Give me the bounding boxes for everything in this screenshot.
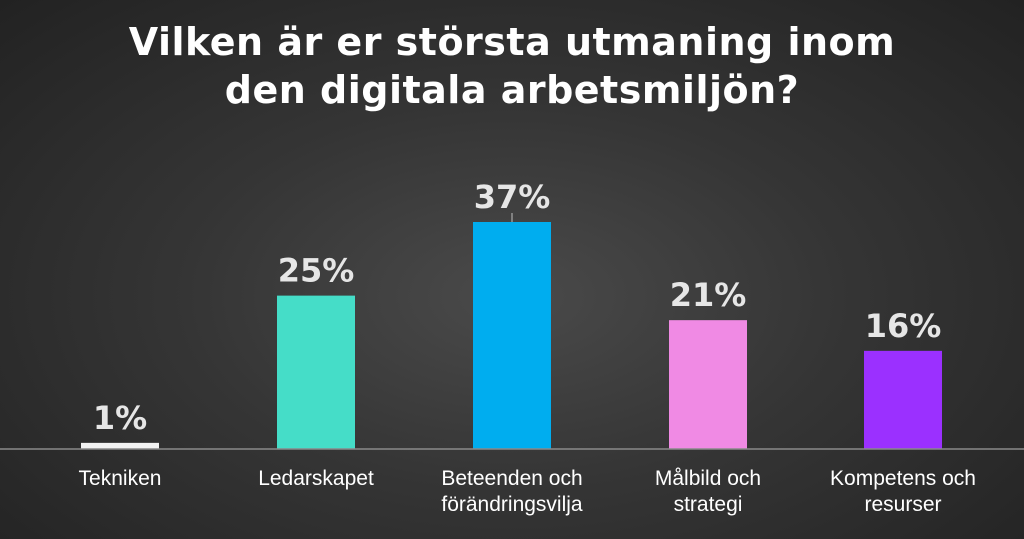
- category-label-1: Ledarskapet: [221, 466, 411, 492]
- chart-title-line-1: Vilken är er största utmaning inom: [128, 20, 896, 64]
- bar-3: [669, 320, 747, 449]
- category-label-line: Beteenden och: [441, 467, 583, 490]
- category-label-3: Målbild och strategi: [613, 466, 803, 518]
- bar-2: [473, 222, 551, 449]
- bar-4: [864, 350, 942, 449]
- category-label-line: Ledarskapet: [258, 467, 374, 490]
- category-label-line: förändringsvilja: [441, 493, 583, 516]
- category-label-line: resurser: [864, 493, 942, 516]
- category-label-line: Målbild och: [654, 467, 762, 490]
- chart-title-line-2: den digitala arbetsmiljön?: [224, 68, 800, 112]
- category-label-line: Tekniken: [78, 467, 162, 490]
- value-labels-layer: 1% 25% 37% 21% 16%: [93, 178, 941, 437]
- category-label-line: strategi: [673, 493, 743, 516]
- bar-0: [81, 442, 159, 449]
- category-label-4: Kompetens och resurser: [808, 466, 998, 518]
- value-label-0: 1%: [93, 399, 147, 437]
- category-label-line: Kompetens och: [830, 467, 976, 490]
- chart-title: Vilken är er största utmaning inom den d…: [0, 18, 1024, 114]
- category-label-2: Beteenden och förändringsvilja: [417, 466, 607, 518]
- value-label-1: 25%: [278, 252, 355, 290]
- value-label-3: 21%: [670, 276, 747, 314]
- bar-1: [277, 295, 355, 449]
- category-label-0: Tekniken: [25, 466, 215, 492]
- bars-layer: [81, 222, 942, 449]
- value-label-2: 37%: [474, 178, 551, 216]
- value-label-4: 16%: [865, 307, 942, 345]
